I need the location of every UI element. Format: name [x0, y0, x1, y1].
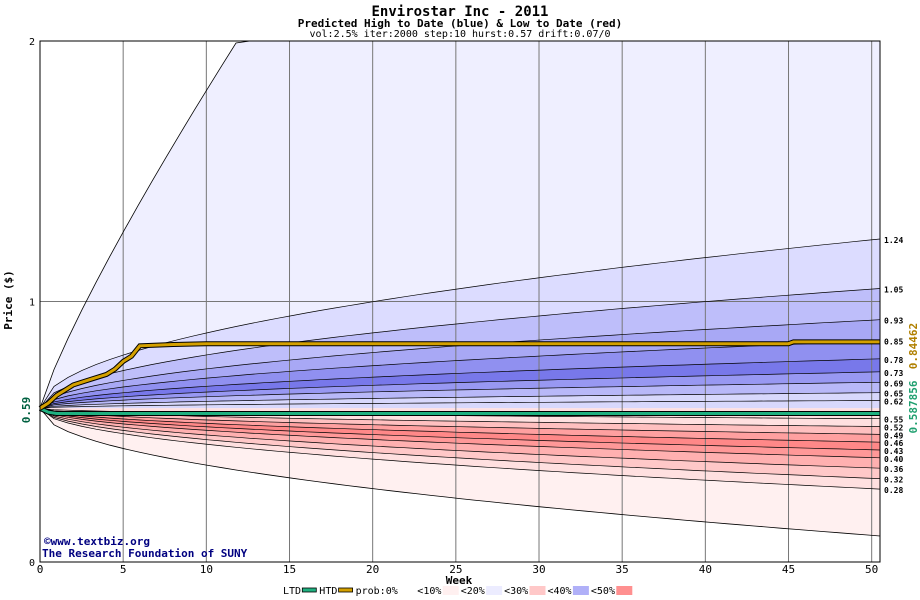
x-tick-label-7: 35: [616, 563, 629, 576]
high-end-label-8: 0.62: [884, 397, 903, 406]
ltd-path: [39, 406, 880, 415]
low-percentile-line-5: [39, 407, 881, 459]
high-percentile-line-7: [39, 392, 881, 409]
legend-swatch-2: [399, 586, 416, 595]
low-band-3: [40, 408, 880, 469]
legend-swatch-0: [301, 587, 317, 593]
x-tick-label-2: 10: [200, 563, 213, 576]
outer-low-line: [39, 408, 881, 537]
legend-label-4: <20%: [461, 586, 485, 597]
legend-label-5: <30%: [504, 586, 528, 597]
x-tick-label-9: 45: [782, 563, 795, 576]
low-band-5: [40, 408, 880, 450]
low-end-label-8: 0.28: [884, 486, 903, 495]
y-tick-label-0: 0: [29, 558, 35, 569]
low-band-8: [40, 408, 880, 427]
high-percentile-line-3: [39, 340, 881, 409]
current-price-label: 0.59: [20, 397, 33, 424]
legend-swatch-4: [486, 586, 503, 595]
legend-swatch-5: [529, 586, 546, 595]
low-band-4: [40, 408, 880, 458]
low-band-6: [40, 408, 880, 443]
credit-line-1: ©www.textbiz.org: [44, 535, 150, 548]
x-tick-label-8: 40: [699, 563, 712, 576]
legend-label-1: HTD: [319, 586, 337, 597]
y-tick-label-1: 1: [29, 298, 35, 309]
x-tick-label-6: 30: [532, 563, 545, 576]
legend-label-3: <10%: [417, 586, 441, 597]
low-end-label-2: 0.49: [884, 431, 903, 440]
high-band-9: [40, 400, 880, 409]
low-percentile-line-8: [39, 408, 881, 490]
low-end-label-6: 0.36: [884, 465, 903, 474]
x-tick-label-10: 50: [865, 563, 878, 576]
high-band-1: [40, 239, 880, 409]
y-tick-label-2: 2: [29, 37, 35, 48]
htd-path: [39, 340, 880, 410]
high-percentile-line-0: [39, 238, 881, 409]
low-percentile-line-7: [39, 408, 881, 479]
htd-value-label: 0.84462: [907, 323, 920, 369]
high-end-label-3: 0.85: [884, 338, 903, 347]
low-percentile-line-4: [39, 407, 881, 451]
legend-label-2: prob:0%: [356, 586, 398, 597]
legend-swatch-7: [616, 586, 633, 595]
low-end-label-4: 0.43: [884, 447, 903, 456]
high-percentile-line-4: [39, 358, 881, 409]
chart-params: vol:2.5% iter:2000 step:10 hurst:0.57 dr…: [309, 29, 610, 40]
low-band-1: [40, 408, 880, 490]
high-percentile-line-1: [39, 288, 881, 409]
high-end-label-6: 0.69: [884, 379, 903, 388]
legend-swatch-1: [338, 587, 354, 593]
high-band-2: [40, 288, 880, 409]
high-percentile-line-5: [39, 371, 881, 409]
credit-line-2: The Research Foundation of SUNY: [42, 547, 248, 560]
chart-title: Envirostar Inc - 2011: [371, 4, 548, 20]
x-tick-label-5: 25: [449, 563, 462, 576]
legend-label-7: <50%: [591, 586, 615, 597]
low-band-0: [40, 408, 880, 536]
high-end-label-0: 1.24: [884, 236, 903, 245]
high-end-label-7: 0.65: [884, 390, 903, 399]
x-tick-label-1: 5: [120, 563, 127, 576]
plot-frame: [39, 40, 881, 563]
chart-subtitle: Predicted High to Date (blue) & Low to D…: [298, 17, 623, 30]
x-tick-label-4: 20: [366, 563, 379, 576]
high-band-0: [40, 41, 880, 409]
high-band-7: [40, 382, 880, 409]
legend: LTD HTD prob:0% <10% <20% <30% <40% <50%: [283, 586, 633, 597]
low-percentile-line-6: [39, 407, 881, 469]
low-end-label-1: 0.52: [884, 424, 903, 433]
high-end-label-5: 0.73: [884, 369, 903, 378]
x-axis-label: Week: [446, 574, 473, 587]
x-tick-label-3: 15: [283, 563, 296, 576]
low-end-label-5: 0.40: [884, 455, 903, 464]
legend-swatch-6: [572, 586, 589, 595]
high-band-5: [40, 358, 880, 409]
high-band-4: [40, 340, 880, 409]
low-percentile-line-2: [39, 407, 881, 435]
high-percentile-line-6: [39, 381, 881, 409]
legend-label-6: <40%: [548, 586, 572, 597]
ltd-value-label: 0.587856: [907, 380, 920, 433]
x-tick-label-0: 0: [37, 563, 44, 576]
high-band-6: [40, 371, 880, 409]
low-band-2: [40, 408, 880, 479]
low-end-label-3: 0.46: [884, 439, 903, 448]
y-axis-label: Price ($): [2, 270, 15, 330]
low-percentile-line-3: [39, 407, 881, 443]
plot-area: 0 5 10 15 20 25 30 35 40 45 50 0 1 2 1.24 1.05 0.93 0.85 0…: [29, 37, 903, 576]
high-end-label-2: 0.93: [884, 317, 903, 326]
low-end-label-0: 0.55: [884, 416, 903, 425]
high-percentile-line-8: [39, 400, 881, 409]
legend-label-0: LTD: [283, 586, 301, 597]
high-end-label-1: 1.05: [884, 285, 903, 294]
high-end-label-4: 0.78: [884, 356, 903, 365]
legend-swatch-3: [442, 586, 459, 595]
low-end-label-7: 0.32: [884, 476, 903, 485]
